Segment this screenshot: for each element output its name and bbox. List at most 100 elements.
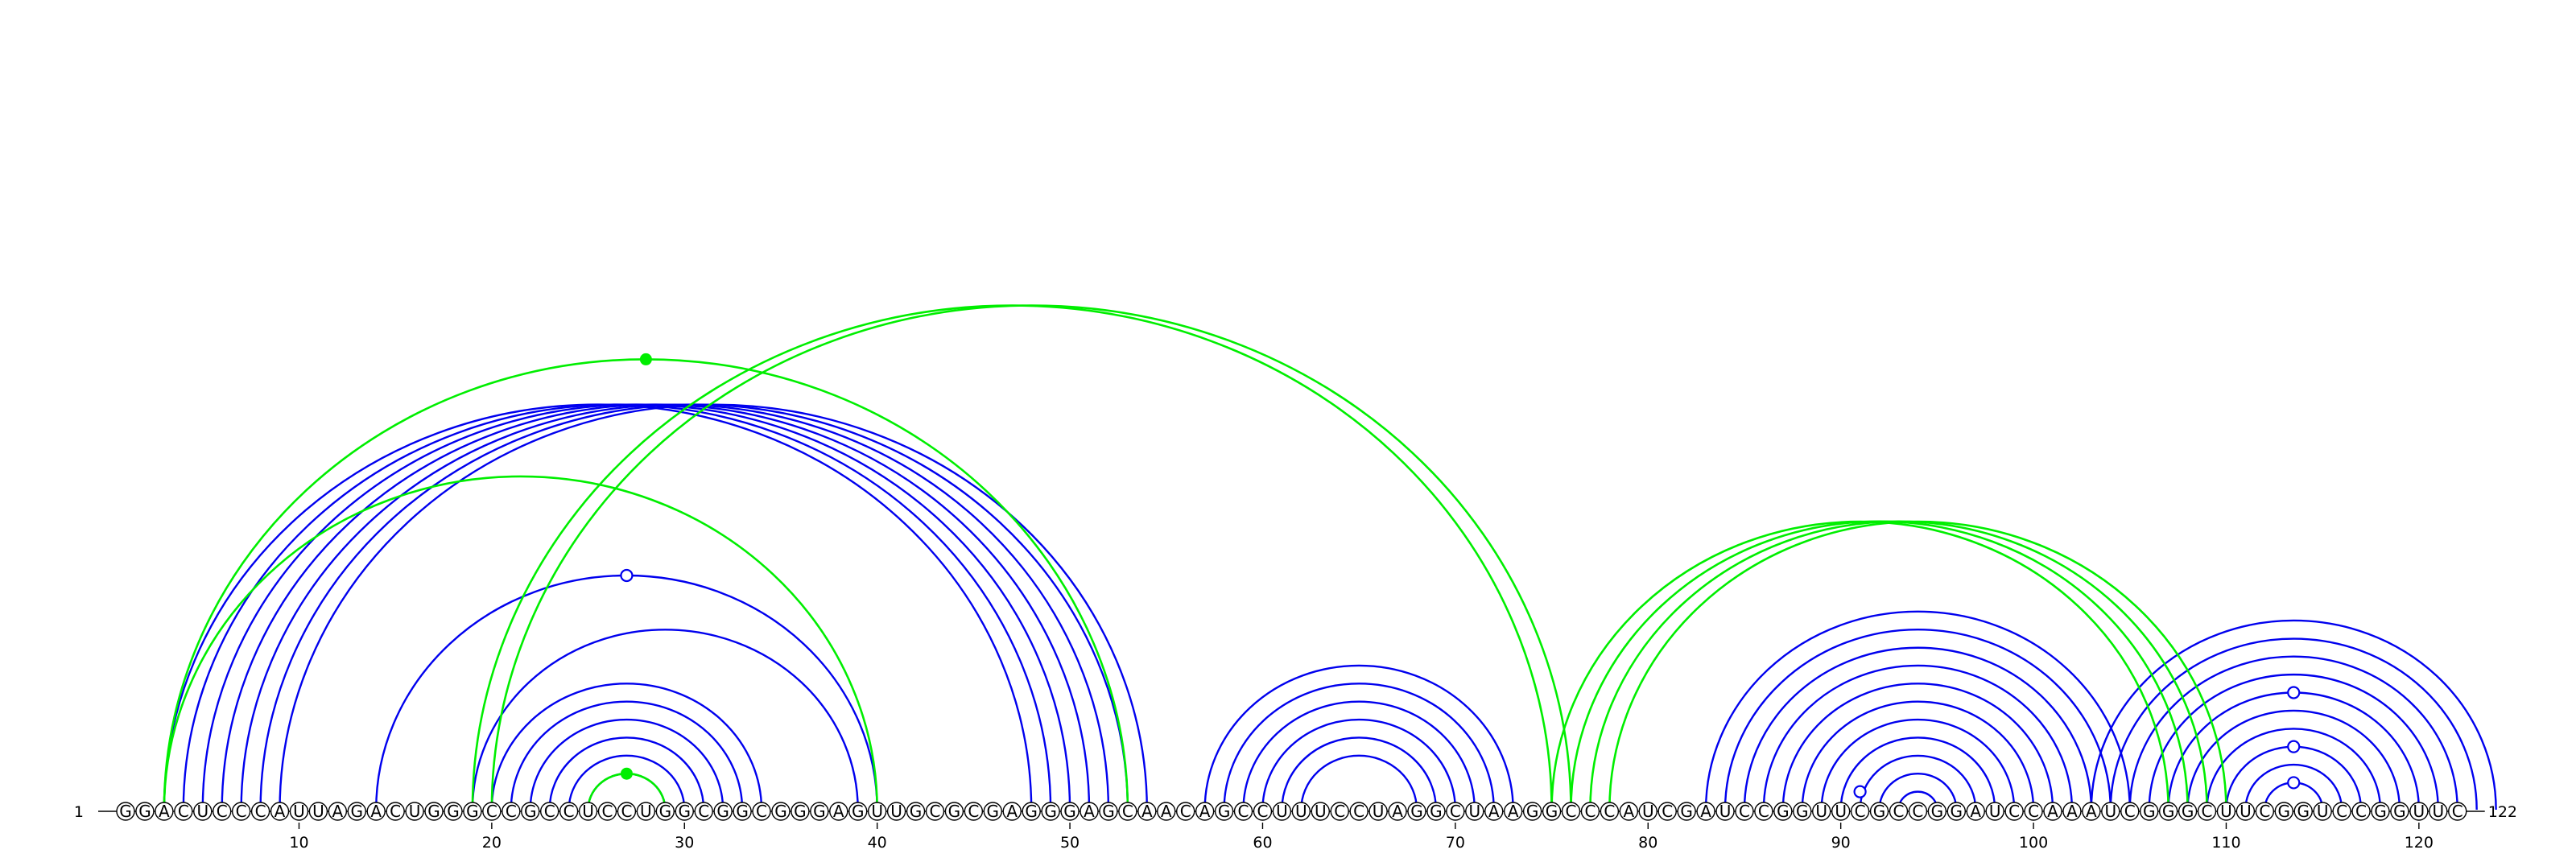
nucleotide: G: [135, 802, 155, 821]
base-pair-arc: [279, 403, 1149, 811]
nucleotide-letter: C: [564, 802, 575, 821]
nucleotide-letter: C: [1855, 802, 1866, 821]
nucleotide: U: [308, 802, 328, 821]
open-marker: [2287, 776, 2301, 790]
base-pair-arc: [2244, 763, 2343, 811]
nucleotide-letter: C: [1334, 802, 1345, 821]
nucleotide: G: [2158, 802, 2178, 821]
nucleotide-circle: [694, 802, 713, 821]
nucleotide-letter: A: [1084, 802, 1095, 821]
nucleotide-letter: C: [1122, 802, 1133, 821]
nucleotide: A: [2082, 802, 2101, 821]
base-pair-arc: [471, 629, 859, 811]
nucleotide-circle: [463, 802, 482, 821]
nucleotide-letter: G: [1218, 802, 1231, 821]
nucleotide: C: [539, 802, 559, 821]
nucleotide: C: [2120, 802, 2140, 821]
nucleotide-letter: C: [968, 802, 979, 821]
nucleotide-letter: A: [1508, 802, 1519, 821]
nucleotide-circle: [2004, 802, 2024, 821]
nucleotide-letter: C: [1450, 802, 1461, 821]
nucleotide-circle: [2043, 802, 2062, 821]
nucleotide-circle: [1985, 802, 2004, 821]
nucleotide-letter: C: [1584, 802, 1596, 821]
base-pair-arc: [1762, 664, 2074, 811]
nucleotide-circle: [752, 802, 771, 821]
nucleotide: U: [2313, 802, 2332, 821]
nucleotide-letter: C: [1180, 802, 1191, 821]
nucleotide: G: [521, 802, 540, 821]
nucleotide-letter: U: [871, 802, 883, 821]
nucleotide-circle: [906, 802, 926, 821]
nucleotide-letter: C: [217, 802, 228, 821]
nucleotide-circle: [2158, 802, 2178, 821]
nucleotide-circle: [733, 802, 752, 821]
nucleotide: U: [1368, 802, 1388, 821]
nucleotide-circle: [1175, 802, 1195, 821]
nucleotide: U: [1272, 802, 1292, 821]
nucleotide-circle: [2332, 802, 2351, 821]
nucleotide-circle: [366, 802, 386, 821]
nucleotide: U: [1638, 802, 1657, 821]
nucleotide-circle: [1657, 802, 1677, 821]
nucleotide: C: [925, 802, 945, 821]
nucleotide-letter: U: [1815, 802, 1827, 821]
nucleotide-circle: [1503, 802, 1523, 821]
nucleotide-letter: A: [370, 802, 382, 821]
nucleotide: C: [2004, 802, 2024, 821]
nucleotide: C: [1735, 802, 1754, 821]
nucleotide: U: [2409, 802, 2429, 821]
nucleotide: U: [289, 802, 309, 821]
nucleotide: G: [1869, 802, 1889, 821]
nucleotide-circle: [1561, 802, 1581, 821]
nucleotide: A: [1157, 802, 1176, 821]
nucleotide: U: [1311, 802, 1330, 821]
nucleotide-circle: [502, 802, 521, 821]
nucleotide-circle: [2139, 802, 2159, 821]
nucleotide-letter: G: [987, 802, 1000, 821]
nucleotide-circle: [1522, 802, 1542, 821]
tick-layer: 10 20 30 40 50 60 70 80 90 100 110 120: [289, 823, 2434, 852]
nucleotide-circle: [1600, 802, 1620, 821]
nucleotide-circle: [482, 802, 502, 821]
nucleotide: U: [1812, 802, 1831, 821]
nucleotide-letter: U: [1373, 802, 1385, 821]
nucleotide-letter: G: [2278, 802, 2291, 821]
nucleotide-circle: [1157, 802, 1176, 821]
nucleotide-letter: C: [178, 802, 189, 821]
pseudoknot-arc: [163, 358, 1129, 811]
nucleotide: C: [231, 802, 251, 821]
nucleotide-letter: G: [1102, 802, 1115, 821]
nucleotide-circle: [193, 802, 213, 821]
nucleotide-circle: [1908, 802, 1928, 821]
nucleotide: A: [1137, 802, 1157, 821]
nucleotide-letter: U: [2317, 802, 2329, 821]
nucleotide-circle: [347, 802, 366, 821]
sequence-start-label: 1: [74, 803, 84, 821]
base-pair-arc: [1839, 736, 1996, 811]
nucleotide-circle: [1773, 802, 1793, 821]
nucleotide-letter: C: [1893, 802, 1904, 821]
nucleotide-circle: [1099, 802, 1118, 821]
nucleotide-letter: U: [293, 802, 305, 821]
nucleotide-letter: U: [582, 802, 594, 821]
pseudoknot-arc: [1570, 520, 2189, 811]
nucleotide-circle: [675, 802, 694, 821]
base-pair-arc: [2148, 674, 2439, 811]
nucleotide-letter: C: [1758, 802, 1769, 821]
nucleotide: G: [1677, 802, 1696, 821]
nucleotide-letter: U: [1642, 802, 1654, 821]
nucleotide-circle: [1542, 802, 1562, 821]
nucleotide-circle: [1233, 802, 1253, 821]
nucleotide-letter: C: [1257, 802, 1268, 821]
nucleotide: G: [2178, 802, 2198, 821]
nucleotide: C: [482, 802, 502, 821]
nucleotide: C: [1908, 802, 1928, 821]
nucleotide-circle: [1831, 802, 1851, 821]
tick-label: 30: [675, 834, 694, 852]
base-pair-arc: [2186, 709, 2401, 811]
nucleotide-letter: U: [1989, 802, 2001, 821]
nucleotide-circle: [1484, 802, 1504, 821]
nucleotide: G: [424, 802, 444, 821]
nucleotide-circle: [270, 802, 290, 821]
